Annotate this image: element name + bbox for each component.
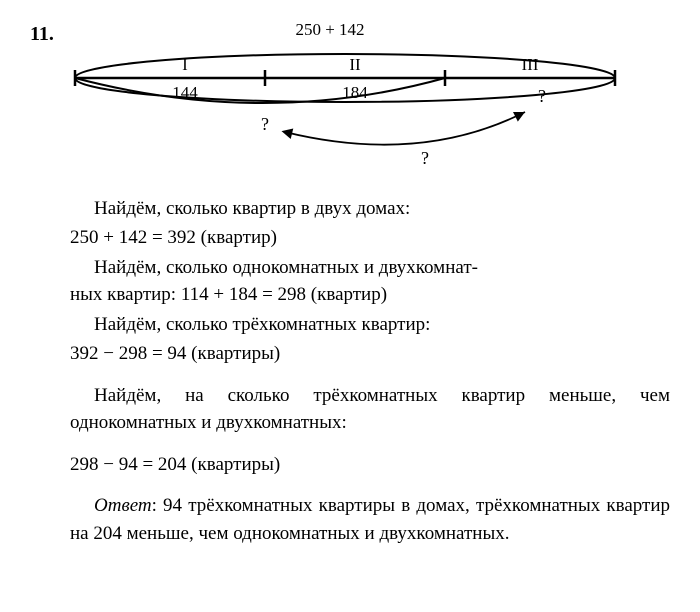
answer-text: : 94 трёхкомнатных квартиры в домах, трё… bbox=[70, 495, 670, 544]
q-mark-3: ? bbox=[421, 148, 429, 168]
line-2: 250 + 142 = 392 (квартир) bbox=[70, 224, 670, 252]
segment-diagram: 250 + 142 I II III 144 184 ? ? bbox=[70, 20, 630, 170]
bracket-bottom-left bbox=[75, 78, 445, 103]
line-6: Найдём, на сколько трёхкомнатных квартир… bbox=[70, 382, 670, 437]
problem-number: 11. bbox=[30, 20, 54, 49]
q-mark-1: ? bbox=[538, 86, 546, 106]
seg-val-b: 184 bbox=[342, 83, 368, 102]
seg-label-I: I bbox=[182, 55, 188, 74]
line-1: Найдём, сколько квартир в двух домах: bbox=[70, 195, 670, 223]
seg-label-II: II bbox=[349, 55, 361, 74]
sum-label: 250 + 142 bbox=[295, 20, 364, 39]
diagram: 250 + 142 I II III 144 184 ? ? bbox=[70, 20, 670, 179]
answer-label: Ответ bbox=[94, 495, 152, 516]
line-3b: ных квартир: 114 + 184 = 298 (квартир) bbox=[70, 284, 387, 305]
solution-body: Найдём, сколько квартир в двух домах: 25… bbox=[70, 195, 670, 548]
seg-label-III: III bbox=[522, 55, 539, 74]
line-3a: Найдём, сколько однокомнатных и двухкомн… bbox=[70, 254, 472, 282]
line-7: 298 − 94 = 204 (квартиры) bbox=[70, 451, 670, 479]
q-mark-2: ? bbox=[261, 114, 269, 134]
line-4: Найдём, сколько трёхкомнатных квартир: bbox=[70, 311, 670, 339]
line-3: Найдём, сколько однокомнатных и двухкомн… bbox=[70, 254, 670, 309]
line-5: 392 − 298 = 94 (квартиры) bbox=[70, 340, 670, 368]
compare-arrow bbox=[285, 112, 525, 145]
answer: Ответ: 94 трёхкомнатных квартиры в домах… bbox=[70, 492, 670, 547]
